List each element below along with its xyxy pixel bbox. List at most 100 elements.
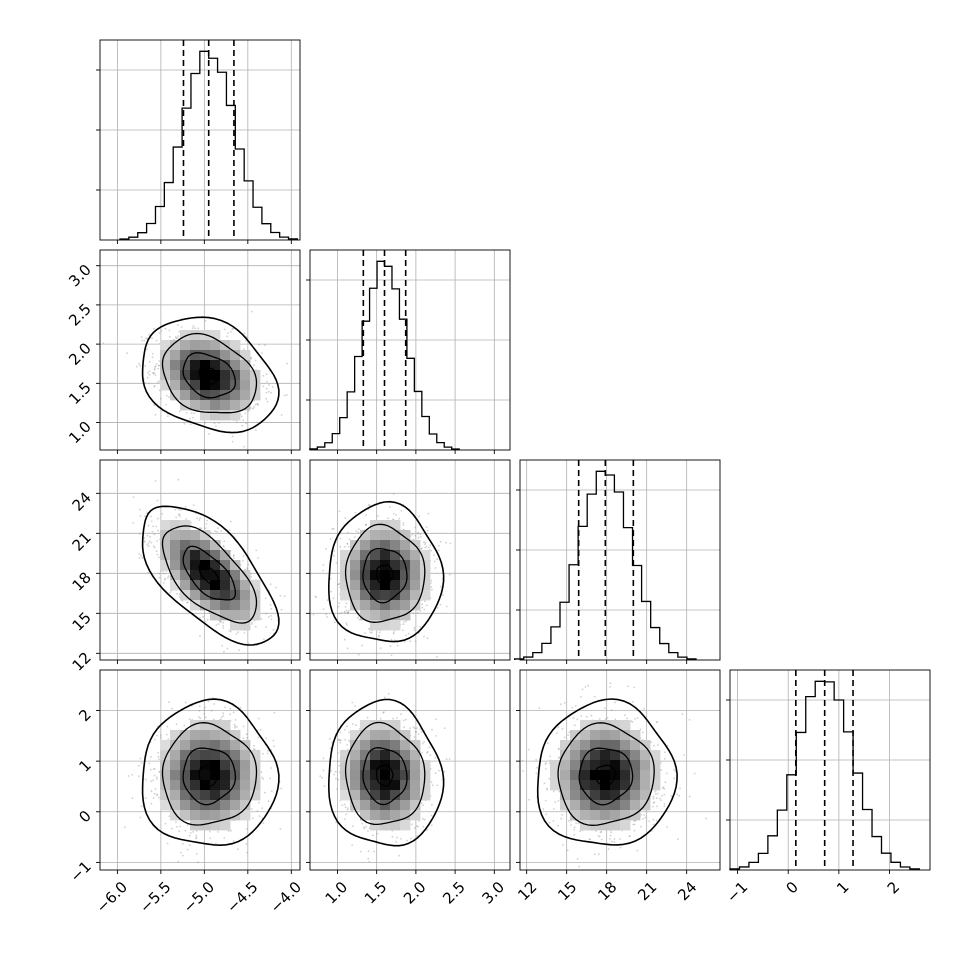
scatter-point — [218, 422, 221, 424]
scatter-point — [181, 854, 184, 857]
scatter-point — [236, 421, 238, 424]
density-cell — [240, 390, 251, 401]
scatter-point — [231, 328, 234, 330]
scatter-point — [402, 629, 404, 631]
density-cell — [240, 610, 251, 621]
histogram-panel-2 — [514, 459, 721, 664]
scatter-point — [389, 645, 392, 648]
scatter-point — [199, 517, 202, 520]
scatter-point — [174, 336, 177, 338]
scatter-point — [208, 830, 211, 833]
y-tick-label: 15 — [69, 608, 95, 634]
density-cell — [350, 550, 361, 561]
scatter-point — [242, 419, 245, 422]
scatter-point — [229, 708, 232, 710]
axes-frame — [309, 249, 511, 451]
scatter-point — [189, 417, 191, 420]
scatter-point — [207, 700, 210, 703]
scatter-point — [154, 738, 156, 741]
scatter-point — [143, 540, 146, 542]
scatter-point — [333, 550, 336, 552]
density-blocks — [340, 520, 431, 631]
scatter-point — [227, 332, 230, 334]
scatter-point — [220, 530, 223, 532]
density-cell — [420, 580, 431, 591]
density-cell — [170, 350, 181, 361]
scatter-point — [164, 822, 167, 825]
scatter-point — [322, 608, 325, 610]
scatter-point — [158, 380, 161, 383]
scatter-point — [150, 520, 153, 523]
scatter-point — [223, 837, 226, 839]
scatter-point — [202, 615, 204, 618]
scatter-point — [268, 384, 270, 386]
x-tick-label: 0 — [782, 878, 801, 897]
y-tick-label: 1.5 — [65, 378, 95, 408]
scatter-point — [347, 545, 350, 548]
scatter-point — [167, 738, 170, 740]
scatter-point — [267, 750, 269, 752]
scatter-point — [440, 585, 442, 588]
scatter-point — [405, 620, 408, 623]
scatter-point — [166, 842, 169, 845]
scatter-point — [189, 832, 192, 834]
scatter-point — [262, 752, 264, 755]
scatter-point — [436, 607, 439, 609]
scatter-point — [240, 415, 243, 418]
scatter-point — [149, 535, 152, 538]
scatter-point — [421, 606, 424, 609]
scatter-point — [339, 545, 342, 548]
scatter-point — [151, 530, 154, 533]
scatter-point — [344, 517, 347, 520]
scatter-point — [436, 558, 439, 561]
scatter-point — [139, 364, 142, 367]
density-cell — [190, 350, 201, 361]
scatter-point — [246, 851, 249, 854]
y-tick-label: 18 — [69, 568, 95, 594]
scatter-point — [237, 631, 240, 634]
scatter-point — [332, 527, 335, 530]
scatter-point — [159, 397, 162, 400]
scatter-point — [143, 339, 146, 342]
scatter-point — [208, 612, 211, 614]
scatter-point — [345, 609, 348, 612]
scatter-point — [265, 626, 268, 628]
scatter-point — [251, 621, 253, 624]
scatter-point — [155, 794, 158, 797]
density-cell — [200, 540, 211, 551]
scatter-point — [144, 365, 147, 367]
scatter-point — [169, 335, 171, 338]
scatter-point — [242, 737, 245, 739]
scatter-point — [155, 363, 158, 365]
scatter-point — [375, 652, 378, 655]
scatter-point — [135, 365, 138, 368]
scatter-point — [222, 627, 225, 629]
scatter-point — [177, 860, 180, 863]
scatter-point — [369, 631, 372, 633]
scatter-point — [424, 600, 426, 603]
scatter-point — [145, 778, 147, 781]
density-cell — [400, 570, 411, 581]
scatter-point — [232, 557, 235, 560]
scatter-point — [156, 553, 159, 556]
scatter-point — [424, 541, 427, 544]
density-cell — [380, 550, 391, 561]
scatter-point — [286, 394, 288, 396]
scatter-point — [204, 422, 207, 424]
scatter-point — [147, 524, 150, 527]
density-cell — [190, 330, 201, 341]
density-cell — [190, 380, 201, 391]
density-cell — [400, 550, 411, 561]
scatter-point — [332, 597, 335, 600]
density-cell — [240, 370, 251, 381]
scatter-point — [345, 622, 348, 624]
scatter-point — [217, 831, 219, 833]
scatter-point — [424, 546, 427, 549]
scatter-point — [398, 517, 401, 520]
scatter-point — [178, 410, 181, 413]
scatter-point — [185, 412, 188, 414]
scatter-point — [155, 525, 158, 528]
scatter-point — [258, 343, 261, 346]
scatter-point — [270, 391, 272, 394]
